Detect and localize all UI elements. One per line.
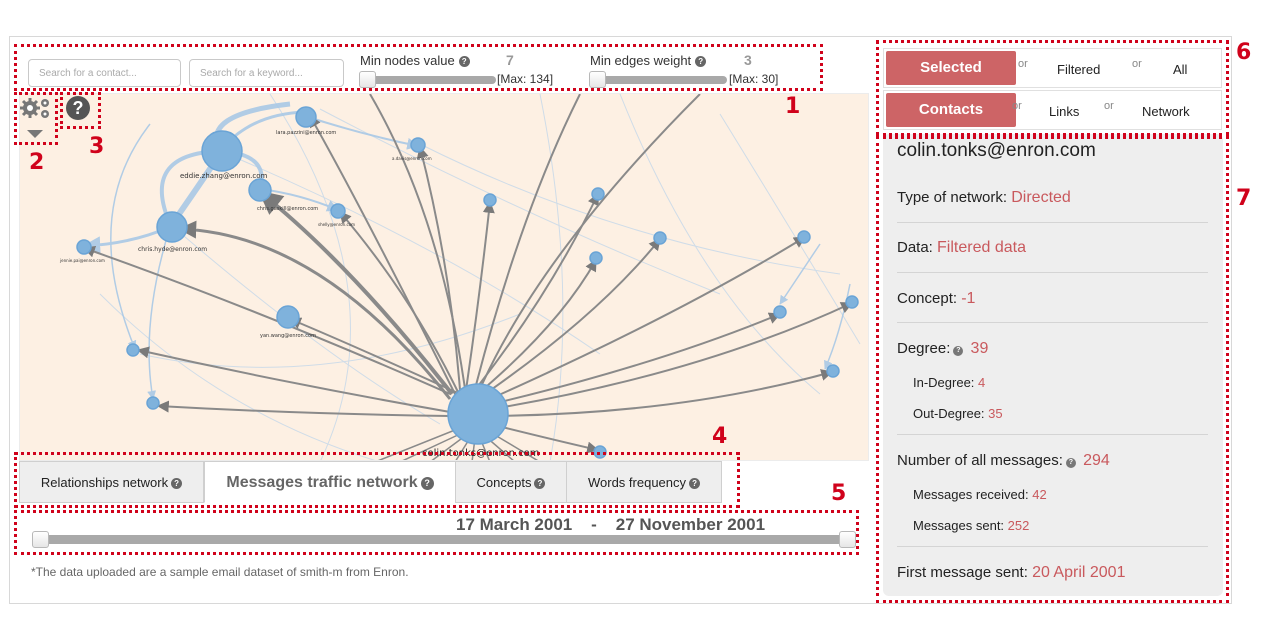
app-frame (9, 36, 1232, 604)
messages-received-row: Messages received: 42 (913, 487, 1047, 502)
gear-icon[interactable] (20, 96, 52, 120)
filtered-option[interactable]: Filtered (1057, 62, 1101, 77)
annotation-box-4 (14, 452, 740, 508)
help-icon: ? (420, 477, 434, 490)
or-label: or (1104, 100, 1114, 112)
data-footnote: *The data uploaded are a sample email da… (31, 565, 409, 579)
min-edges-value: 3 (744, 52, 752, 68)
or-label: or (1018, 58, 1028, 70)
tab-words-frequency[interactable]: Words frequency? (566, 461, 722, 503)
min-nodes-label: Min nodes value? (360, 53, 470, 68)
first-sent-row: First message sent: 20 April 2001 (897, 564, 1126, 581)
degree-row: Degree:? 39 (897, 340, 989, 357)
all-option[interactable]: All (1173, 62, 1188, 77)
annotation-box-5 (14, 510, 859, 555)
or-label: or (1132, 58, 1142, 70)
node-label: chris.gaskill@enron.com (257, 206, 318, 212)
annotation-box-2 (14, 92, 58, 145)
messages-sent-row: Messages sent: 252 (913, 518, 1030, 533)
network-graph[interactable]: eddie.zhang@enron.com chris.hyde@enron.c… (19, 93, 869, 461)
node-label: a.davis@enron.com (392, 156, 432, 161)
min-nodes-value: 7 (506, 52, 514, 68)
links-option[interactable]: Links (1049, 104, 1080, 119)
concept-row: Concept: -1 (897, 290, 976, 307)
contact-info-panel: colin.tonks@enron.com Type of network: D… (883, 134, 1223, 596)
node-lara (295, 106, 317, 128)
help-icon: ? (534, 478, 546, 489)
scope-toggle: Selected or Filtered or All (883, 48, 1222, 88)
node-label: chris.hyde@enron.com (138, 246, 207, 253)
min-edges-label: Min edges weight? (590, 53, 707, 68)
view-toggle: Contacts or Links or Network (883, 90, 1222, 130)
date-range-start-handle[interactable] (32, 531, 49, 548)
min-edges-slider-handle[interactable] (589, 71, 606, 88)
network-option[interactable]: Network (1142, 104, 1190, 119)
selected-button[interactable]: Selected (886, 51, 1016, 85)
annotation-number: 2 (29, 150, 45, 175)
node-eddie-zhang (201, 130, 243, 172)
messages-row: Number of all messages:? 294 (897, 452, 1110, 469)
annotation-number: 3 (89, 134, 105, 159)
in-degree-row: In-Degree: 4 (913, 375, 986, 390)
network-type-row: Type of network: Directed (897, 189, 1071, 206)
date-range-slider-track[interactable] (34, 535, 856, 544)
node-chris-gaskill (248, 178, 272, 202)
out-degree-row: Out-Degree: 35 (913, 406, 1003, 421)
node-yan-wang (276, 305, 300, 329)
min-nodes-slider-handle[interactable] (359, 71, 376, 88)
node-chris-hyde (156, 211, 188, 243)
min-nodes-slider-track[interactable] (362, 76, 496, 84)
annotation-box-1 (14, 44, 823, 91)
node-label: lara.pazzini@enron.com (276, 130, 336, 136)
min-edges-slider-track[interactable] (592, 76, 727, 84)
help-icon[interactable]: ? (1065, 458, 1076, 468)
help-icon[interactable]: ? (953, 346, 964, 356)
help-icon[interactable]: ? (66, 96, 90, 120)
or-label: or (1012, 100, 1022, 112)
contacts-button[interactable]: Contacts (886, 93, 1016, 127)
annotation-number: 6 (1236, 40, 1252, 65)
node-label: eddie.zhang@enron.com (180, 172, 267, 180)
search-contact-input[interactable]: Search for a contact... (28, 59, 181, 87)
help-icon[interactable]: ? (695, 56, 707, 67)
node-label: jennie.pai@enron.com (59, 258, 105, 263)
annotation-box-3 (60, 92, 101, 129)
annotation-number: 5 (831, 481, 847, 506)
network-graph-canvas: eddie.zhang@enron.com chris.hyde@enron.c… (59, 94, 861, 460)
annotation-number: 7 (1236, 186, 1252, 211)
tab-messages-traffic-network[interactable]: Messages traffic network? (204, 461, 456, 503)
date-range-end-handle[interactable] (839, 531, 856, 548)
annotation-box-6 (876, 40, 1229, 136)
min-edges-max: [Max: 30] (729, 72, 779, 86)
help-icon: ? (689, 478, 701, 489)
min-nodes-max: [Max: 134] (497, 72, 554, 86)
annotation-number: 1 (785, 94, 801, 119)
help-icon: ? (171, 478, 183, 489)
search-keyword-input[interactable]: Search for a keyword... (189, 59, 344, 87)
tab-concepts[interactable]: Concepts? (455, 461, 567, 503)
node-colin-tonks (447, 383, 509, 445)
annotation-number: 4 (712, 424, 728, 449)
help-icon[interactable]: ? (458, 56, 470, 67)
node-label: yan.wang@enron.com (260, 333, 316, 339)
chevron-down-icon[interactable] (27, 130, 43, 138)
date-range-label: 17 March 2001 - 27 November 2001 (456, 515, 766, 534)
data-row: Data: Filtered data (897, 239, 1026, 256)
node-label: shelly@enron.com (318, 222, 355, 227)
contact-email: colin.tonks@enron.com (897, 140, 1096, 161)
tab-relationships-network[interactable]: Relationships network? (19, 461, 204, 503)
annotation-box-7 (876, 136, 1229, 603)
